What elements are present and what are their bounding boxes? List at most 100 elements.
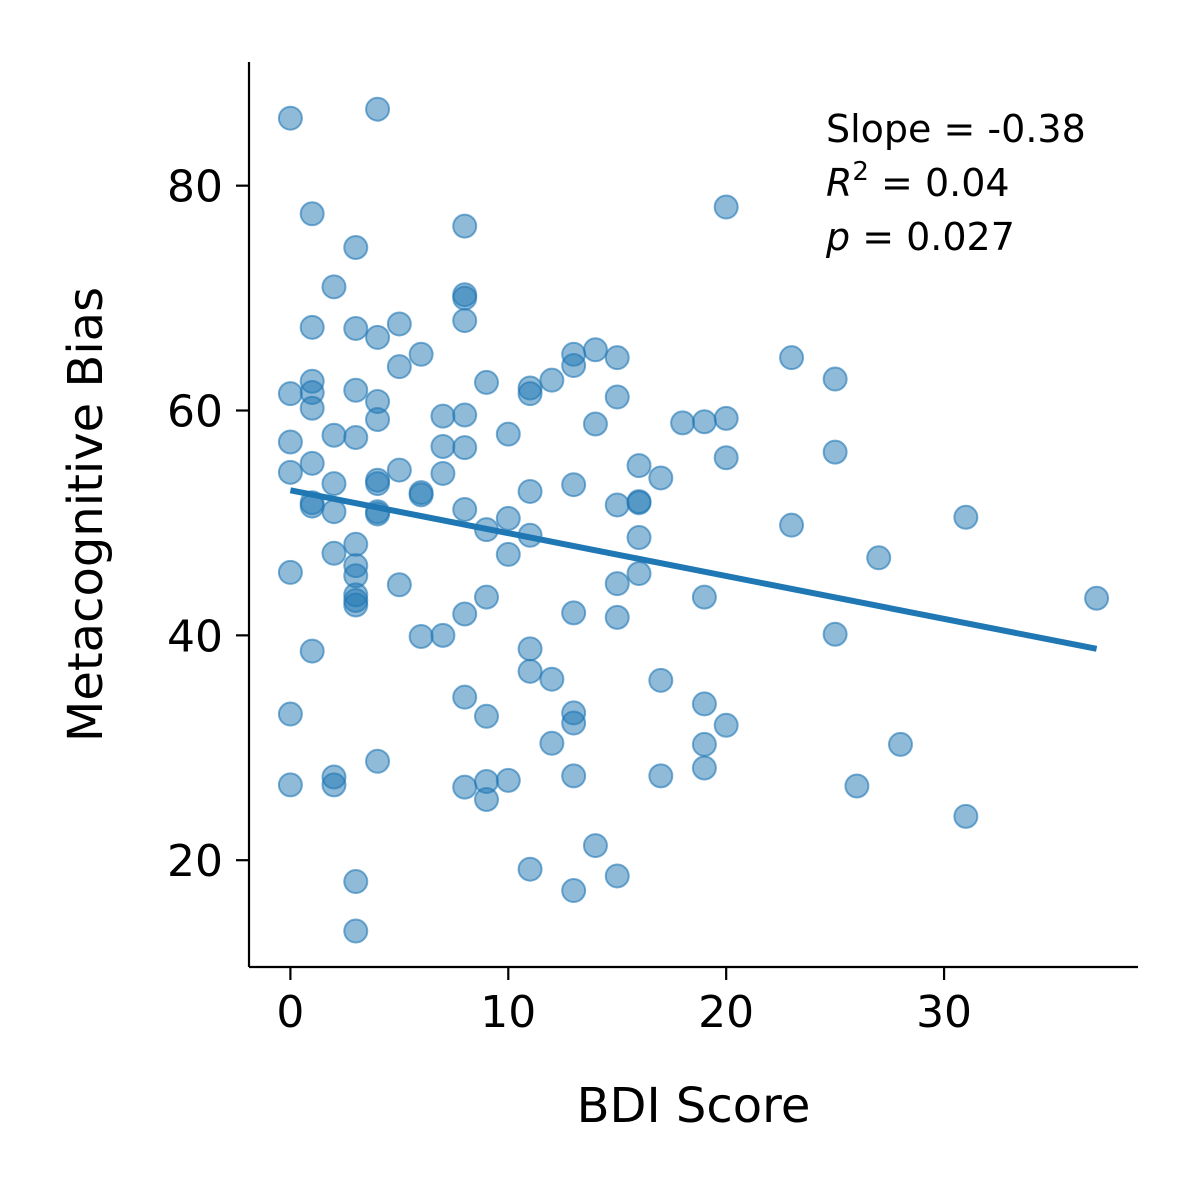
- x-axis-title: BDI Score: [577, 1078, 811, 1134]
- points-layer: [277, 96, 1110, 944]
- data-point: [452, 213, 478, 239]
- data-point: [561, 878, 587, 904]
- data-point: [452, 402, 478, 428]
- data-point: [604, 604, 630, 630]
- regression-line: [289, 487, 1098, 652]
- data-point: [495, 541, 521, 567]
- data-point: [321, 499, 347, 525]
- data-point: [386, 572, 412, 598]
- data-point: [299, 314, 325, 340]
- data-point: [365, 748, 391, 774]
- data-point: [321, 471, 347, 497]
- data-point: [386, 354, 412, 380]
- data-point: [452, 684, 478, 710]
- data-point: [495, 505, 521, 531]
- data-point: [582, 411, 608, 437]
- data-point: [517, 381, 543, 407]
- data-point: [430, 403, 456, 429]
- y-axis-ticks: 20 40 60 80: [167, 162, 249, 887]
- data-point: [299, 638, 325, 664]
- data-point: [299, 450, 325, 476]
- stats-p-value: = 0.027: [850, 215, 1015, 259]
- data-point: [561, 600, 587, 626]
- data-point: [648, 667, 674, 693]
- data-point: [474, 369, 500, 395]
- data-point: [277, 105, 303, 131]
- data-point: [474, 584, 500, 610]
- data-point: [321, 540, 347, 566]
- data-point: [343, 531, 369, 557]
- data-point: [713, 445, 739, 471]
- data-point: [299, 395, 325, 421]
- data-point: [517, 658, 543, 684]
- data-point: [604, 571, 630, 597]
- data-point: [713, 194, 739, 220]
- data-point: [604, 384, 630, 410]
- data-point: [474, 786, 500, 812]
- stats-r2-value: = 0.04: [869, 161, 1010, 205]
- data-point: [713, 405, 739, 431]
- data-point: [691, 691, 717, 717]
- data-point: [604, 345, 630, 371]
- data-point: [343, 377, 369, 403]
- stats-r2-superscript: 2: [852, 157, 869, 187]
- data-point: [408, 341, 434, 367]
- data-point: [561, 472, 587, 498]
- data-point: [517, 856, 543, 882]
- data-point: [822, 621, 848, 647]
- data-point: [277, 701, 303, 727]
- stats-p-label: p = 0.027: [825, 215, 1015, 259]
- data-point: [561, 763, 587, 789]
- data-point: [321, 422, 347, 448]
- data-point: [343, 869, 369, 895]
- data-point: [517, 636, 543, 662]
- y-tick-label: 20: [167, 836, 223, 887]
- x-tick-label: 20: [698, 987, 754, 1038]
- data-point: [1084, 585, 1110, 611]
- data-point: [495, 767, 521, 793]
- data-point: [691, 584, 717, 610]
- data-point: [539, 730, 565, 756]
- data-point: [779, 512, 805, 538]
- data-point: [561, 710, 587, 736]
- data-point: [626, 489, 652, 515]
- data-point: [713, 712, 739, 738]
- stats-r2-symbol: R: [826, 161, 852, 205]
- data-point: [277, 772, 303, 798]
- y-tick-label: 40: [167, 611, 223, 662]
- x-tick-label: 10: [480, 987, 536, 1038]
- data-point: [408, 623, 434, 649]
- data-point: [386, 457, 412, 483]
- data-point: [539, 666, 565, 692]
- data-point: [887, 731, 913, 757]
- data-point: [321, 772, 347, 798]
- stats-r2-label: R2 = 0.04: [826, 157, 1010, 205]
- data-point: [299, 201, 325, 227]
- data-point: [670, 410, 696, 436]
- x-axis-ticks: 0 10 20 30: [276, 967, 972, 1038]
- data-point: [277, 459, 303, 485]
- data-point: [495, 421, 521, 447]
- data-point: [430, 433, 456, 459]
- data-point: [691, 731, 717, 757]
- data-point: [582, 833, 608, 859]
- data-point: [582, 337, 608, 363]
- data-point: [452, 601, 478, 627]
- data-point: [953, 504, 979, 530]
- data-point: [866, 545, 892, 571]
- data-point: [277, 429, 303, 455]
- data-point: [343, 234, 369, 260]
- data-point: [452, 308, 478, 334]
- data-point: [779, 345, 805, 371]
- data-point: [408, 482, 434, 508]
- data-point: [648, 465, 674, 491]
- data-point: [604, 492, 630, 518]
- data-point: [343, 592, 369, 618]
- x-tick-label: 0: [276, 987, 304, 1038]
- data-point: [452, 435, 478, 461]
- data-point: [561, 353, 587, 379]
- x-tick-label: 30: [916, 987, 972, 1038]
- data-point: [343, 918, 369, 944]
- data-point: [365, 471, 391, 497]
